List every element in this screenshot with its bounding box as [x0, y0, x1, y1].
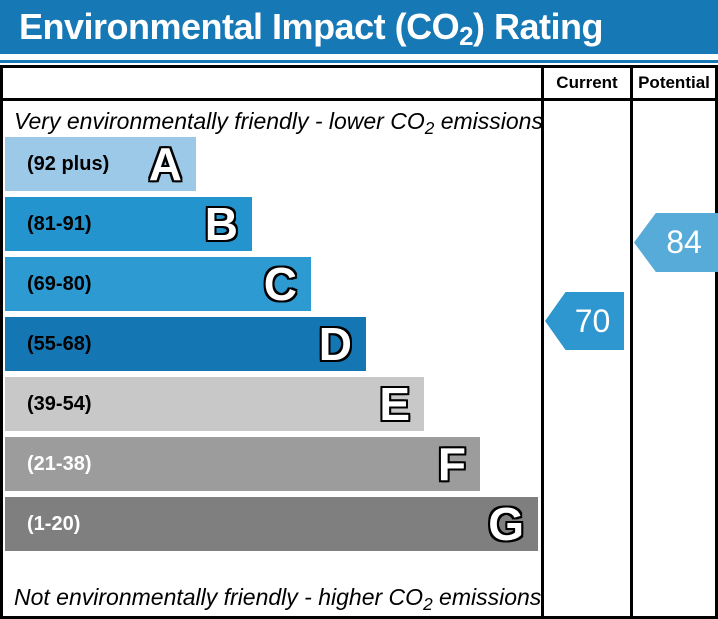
band-letter: F [437, 438, 466, 490]
band-range: (81-91) [27, 212, 92, 235]
co2-subscript: 2 [424, 117, 435, 138]
band-row-e: (39-54) E [5, 377, 424, 431]
band-range: (39-54) [27, 392, 92, 415]
band-row-a: (92 plus) A [5, 137, 196, 191]
bottom-note: Not environmentally friendly - higher CO… [14, 584, 542, 614]
header-row-divider [0, 98, 718, 101]
band-row-c: (69-80) C [5, 257, 311, 311]
band-letter: G [488, 498, 524, 550]
column-header-potential: Potential [638, 73, 710, 92]
band-letter: E [379, 378, 410, 430]
page-title: Environmental Impact (CO2) Rating [19, 6, 603, 51]
band-row-d: (55-68) D [5, 317, 366, 371]
band-letter: A [148, 138, 182, 190]
band-row-f: (21-38) F [5, 437, 480, 491]
band-range: (69-80) [27, 272, 92, 295]
band-range: (21-38) [27, 452, 92, 475]
band-letter: B [204, 198, 238, 250]
band-range: (1-20) [27, 512, 81, 535]
current-column-divider [541, 65, 544, 619]
current-rating-value: 70 [574, 302, 611, 339]
title-bar: Environmental Impact (CO2) Rating [0, 0, 718, 54]
title-underline-rule [0, 60, 718, 63]
band-row-g: (1-20) G [5, 497, 538, 551]
co2-subscript: 2 [423, 593, 433, 614]
title-subscript: 2 [459, 22, 473, 51]
column-header-current: Current [556, 73, 618, 92]
band-range: (92 plus) [27, 152, 110, 175]
top-note: Very environmentally friendly - lower CO… [14, 108, 543, 138]
potential-column-divider [630, 65, 633, 619]
band-range: (55-68) [27, 332, 92, 355]
potential-rating-value: 84 [666, 224, 702, 260]
band-letter: D [318, 318, 352, 370]
band-letter: C [263, 258, 297, 310]
band-row-b: (81-91) B [5, 197, 252, 251]
